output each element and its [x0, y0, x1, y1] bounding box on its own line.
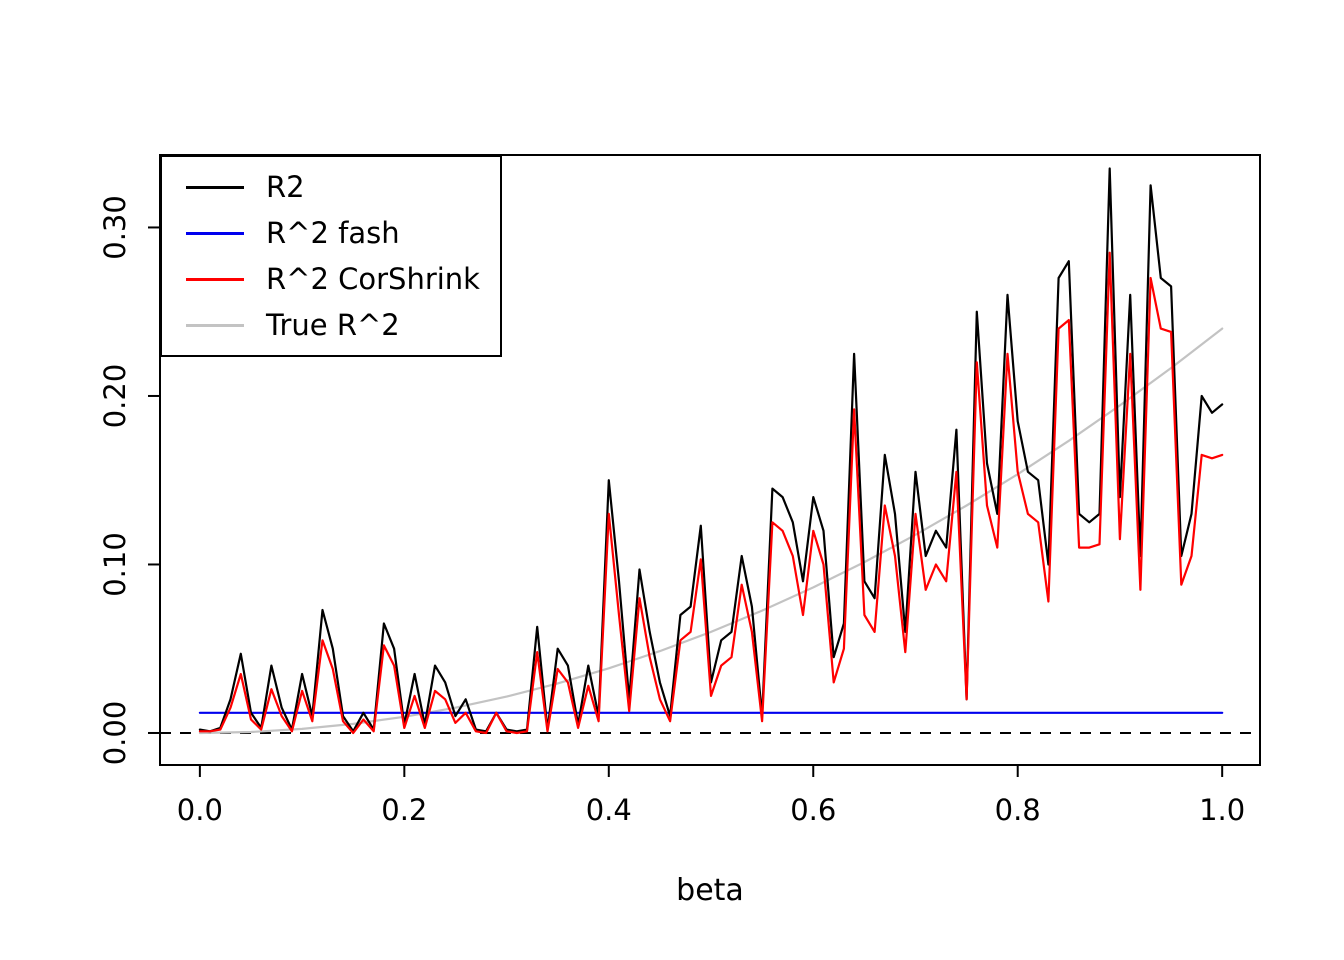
svg-text:0.30: 0.30 [98, 195, 132, 260]
legend-label-true-r2: True R^2 [266, 307, 400, 342]
legend: R2 R^2 fash R^2 CorShrink True R^2 [160, 155, 502, 357]
legend-line-true-r2 [186, 323, 244, 327]
svg-text:0.20: 0.20 [98, 364, 132, 429]
legend-item-r2: R2 [186, 169, 500, 205]
legend-line-r2-corshrink [186, 277, 244, 281]
legend-item-r2-fash: R^2 fash [186, 215, 500, 251]
svg-text:0.4: 0.4 [586, 793, 632, 827]
legend-label-r2: R2 [266, 169, 305, 204]
svg-text:0.6: 0.6 [790, 793, 836, 827]
legend-label-r2-corshrink: R^2 CorShrink [266, 261, 480, 296]
legend-label-r2-fash: R^2 fash [266, 215, 400, 250]
svg-text:0.00: 0.00 [98, 701, 132, 766]
svg-text:0.8: 0.8 [995, 793, 1041, 827]
legend-item-r2-corshrink: R^2 CorShrink [186, 261, 500, 297]
legend-line-r2 [186, 185, 244, 189]
legend-line-r2-fash [186, 231, 244, 235]
svg-text:0.2: 0.2 [381, 793, 427, 827]
svg-text:0.0: 0.0 [177, 793, 223, 827]
svg-text:1.0: 1.0 [1199, 793, 1245, 827]
svg-text:beta: beta [676, 873, 744, 908]
legend-item-true-r2: True R^2 [186, 307, 500, 343]
svg-text:0.10: 0.10 [98, 532, 132, 597]
